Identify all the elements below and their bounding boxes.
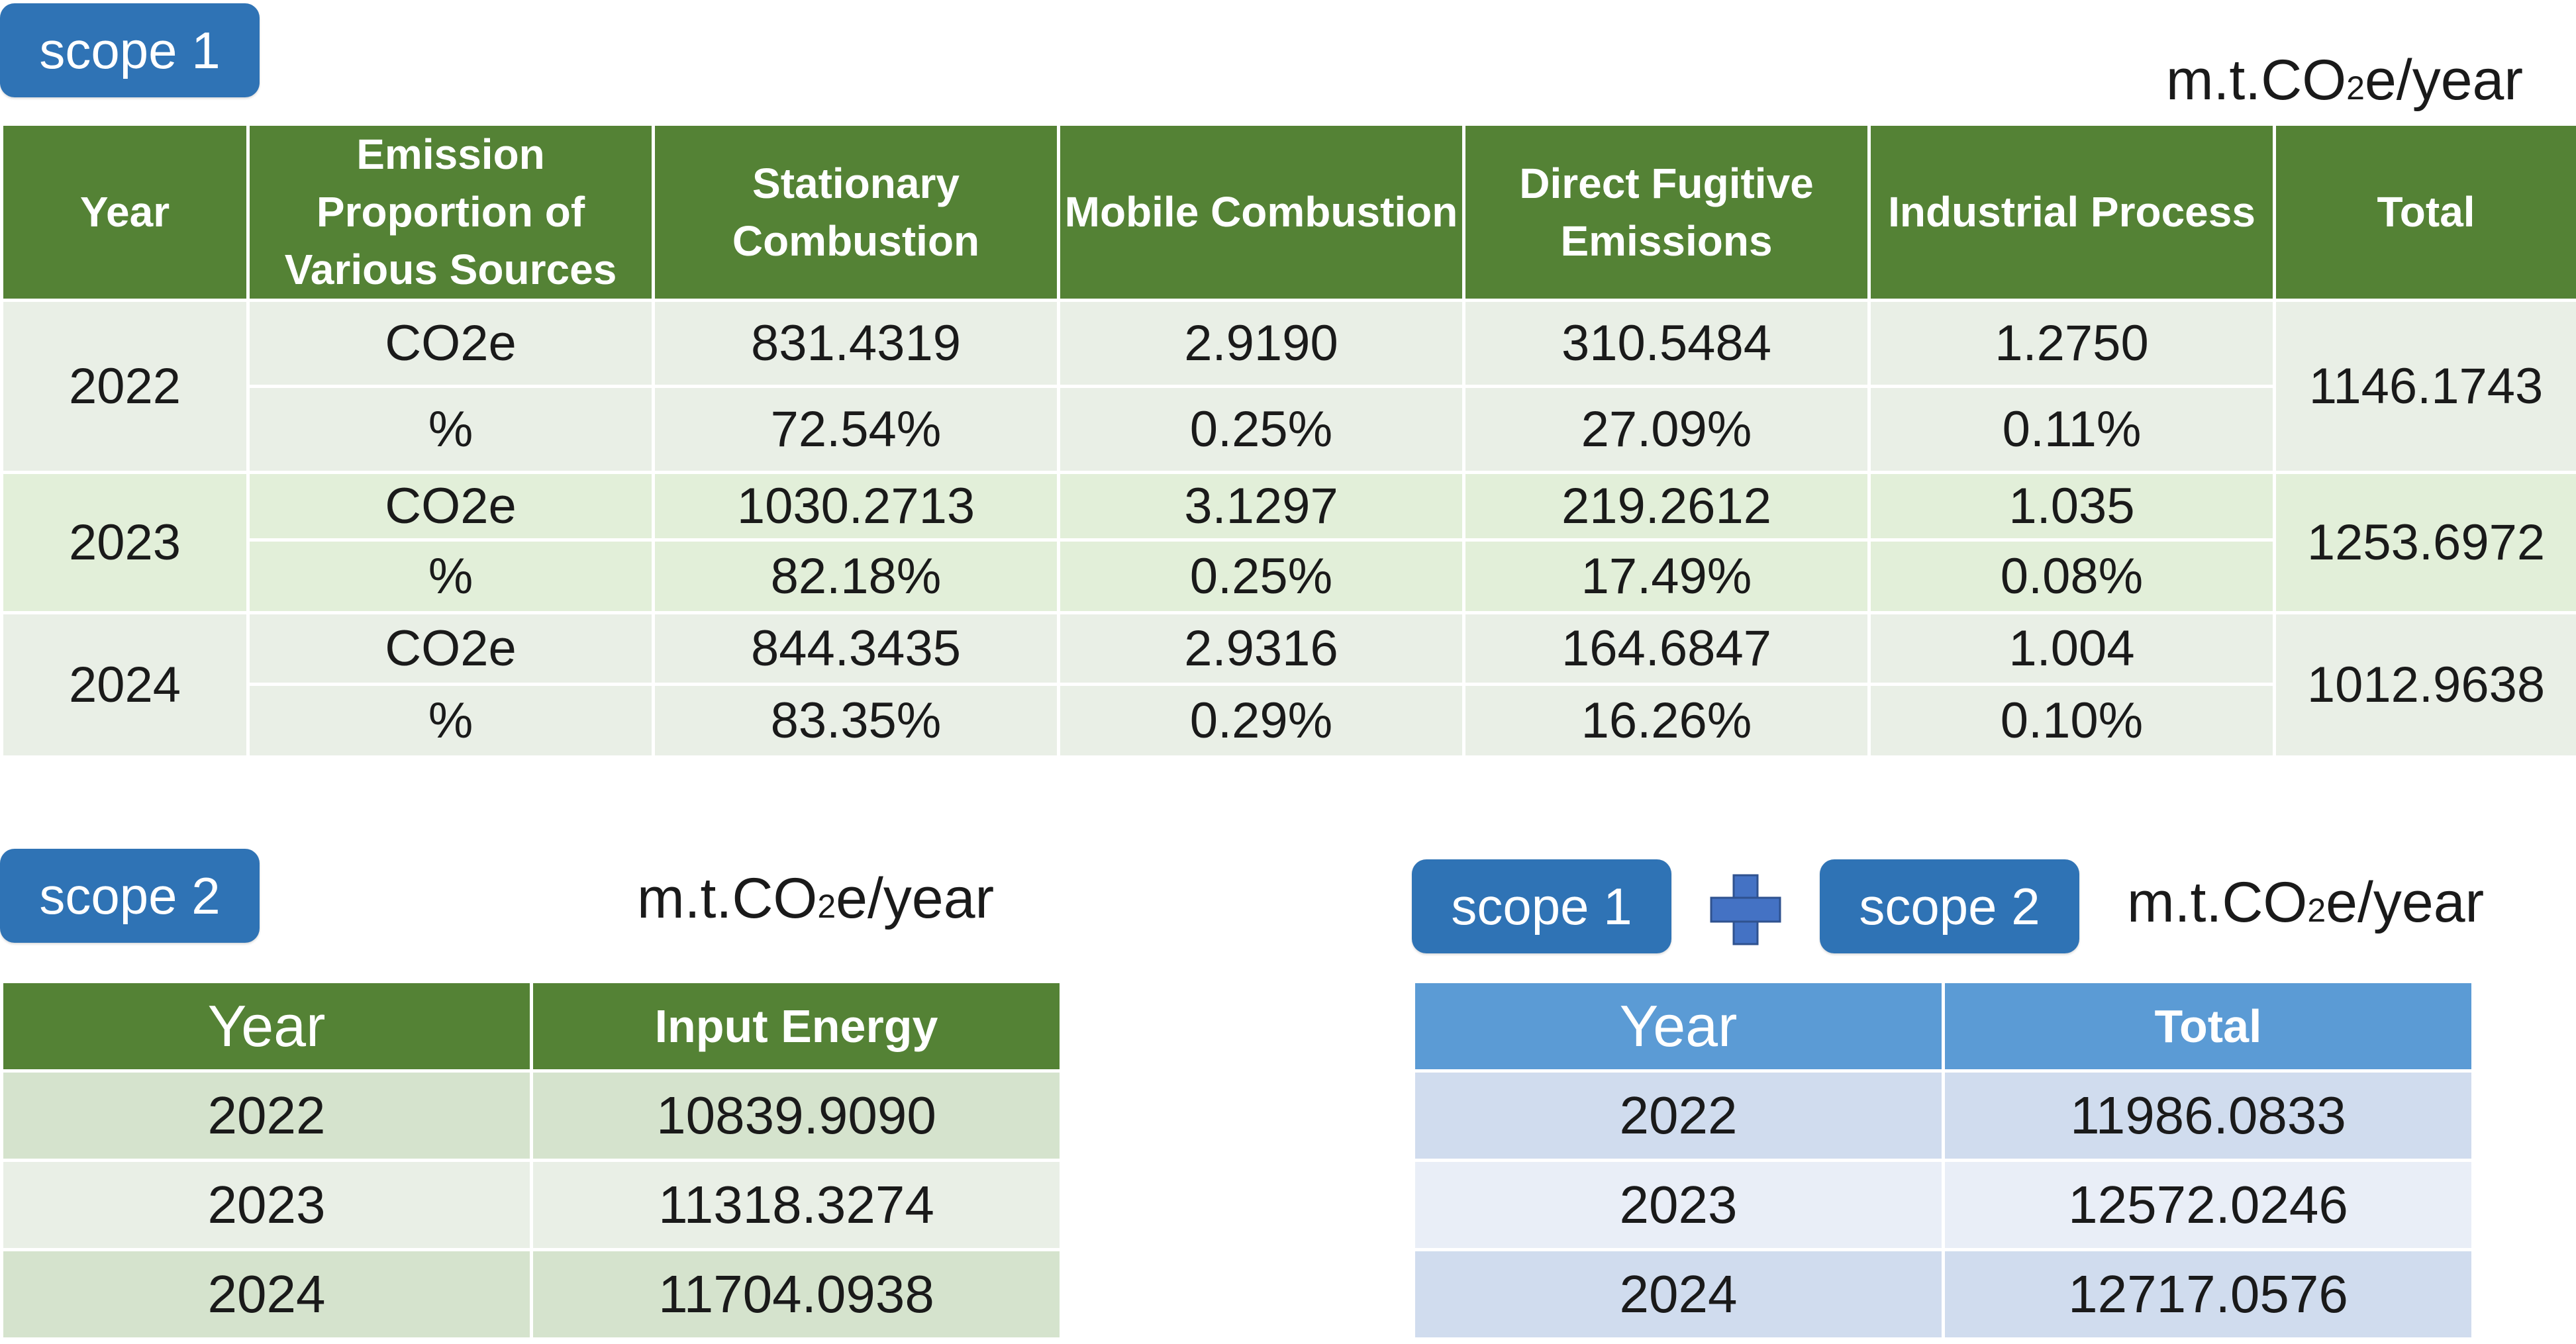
scope2-energy-table: Year Input Energy 2022 10839.9090 2023 1… xyxy=(0,980,1063,1341)
header-year: Year xyxy=(0,122,250,302)
total-cell: 1146.1743 xyxy=(2273,299,2576,474)
table-row: % 83.35% 0.29% 16.26% 0.10% xyxy=(2,683,2576,759)
table-row: 2022 10839.9090 xyxy=(0,1069,1063,1162)
table-row: 2023 12572.0246 xyxy=(1412,1159,2475,1251)
value-cell: 3.1297 xyxy=(1057,471,1465,542)
header-stationary-combustion: Stationary Combustion xyxy=(652,122,1060,302)
header-input-energy: Input Energy xyxy=(530,980,1063,1073)
value-cell: 72.54% xyxy=(652,385,1060,474)
table-row: % 82.18% 0.25% 17.49% 0.08% xyxy=(2,538,2576,614)
co2e-label: CO2e xyxy=(246,299,655,388)
table-row: 2022 11986.0833 xyxy=(1412,1069,2475,1162)
combined-total-table: Year Total 2022 11986.0833 2023 12572.02… xyxy=(1412,980,2475,1341)
value-cell: 0.10% xyxy=(1867,683,2276,759)
value-cell: 11704.0938 xyxy=(530,1248,1063,1341)
value-cell: 17.49% xyxy=(1462,538,1871,614)
unit-text-suffix: e/year xyxy=(2364,48,2523,112)
co2e-label: CO2e xyxy=(246,611,655,686)
value-cell: 0.08% xyxy=(1867,538,2276,614)
table-header-row: Year Emission Proportion of Various Sour… xyxy=(0,122,2576,302)
header-total: Total xyxy=(1942,980,2475,1073)
year-cell: 2022 xyxy=(0,299,250,474)
header-year: Year xyxy=(1412,980,1945,1073)
value-cell: 0.29% xyxy=(1057,683,1465,759)
value-cell: 164.6847 xyxy=(1462,611,1871,686)
value-cell: 219.2612 xyxy=(1462,471,1871,542)
table-header-row: Year Input Energy xyxy=(0,980,1063,1073)
value-cell: 82.18% xyxy=(652,538,1060,614)
value-cell: 11986.0833 xyxy=(1942,1069,2475,1162)
header-total: Total xyxy=(2273,122,2576,302)
value-cell: 1.004 xyxy=(1867,611,2276,686)
table-row: 2022 CO2e 831.4319 2.9190 310.5484 1.275… xyxy=(0,299,2576,474)
combined-scope1-badge: scope 1 xyxy=(1412,859,1671,953)
year-cell: 2024 xyxy=(0,1248,533,1341)
value-cell: 83.35% xyxy=(652,683,1060,759)
scope2-unit: m.t.CO2e/year xyxy=(637,866,994,932)
table-header-row: Year Total xyxy=(1412,980,2475,1073)
table-row: 2024 CO2e 844.3435 2.9316 164.6847 1.004… xyxy=(0,611,2576,759)
year-cell: 2024 xyxy=(1412,1248,1945,1341)
unit-text: m.t.CO xyxy=(2165,48,2347,112)
scope1-badge: scope 1 xyxy=(0,3,260,97)
header-mobile-combustion: Mobile Combustion xyxy=(1057,122,1465,302)
header-emission-proportion: Emission Proportion of Various Sources xyxy=(246,122,655,302)
value-cell: 27.09% xyxy=(1462,385,1871,474)
co2e-label: CO2e xyxy=(246,471,655,542)
percent-label: % xyxy=(246,385,655,474)
value-cell: 2.9316 xyxy=(1057,611,1465,686)
unit-text: m.t.CO xyxy=(637,867,818,930)
unit-subscript: 2 xyxy=(817,888,836,925)
year-cell: 2024 xyxy=(0,611,250,759)
year-cell: 2022 xyxy=(1412,1069,1945,1162)
value-cell: 12717.0576 xyxy=(1942,1248,2475,1341)
percent-label: % xyxy=(246,538,655,614)
value-cell: 11318.3274 xyxy=(530,1159,1063,1251)
unit-subscript: 2 xyxy=(2346,70,2365,107)
unit-subscript: 2 xyxy=(2307,892,2326,929)
scope1-emissions-table: Year Emission Proportion of Various Sour… xyxy=(0,122,2576,759)
combined-scope2-badge: scope 2 xyxy=(1820,859,2079,953)
unit-text-suffix: e/year xyxy=(2326,871,2485,934)
value-cell: 844.3435 xyxy=(652,611,1060,686)
year-cell: 2023 xyxy=(0,1159,533,1251)
year-cell: 2022 xyxy=(0,1069,533,1162)
value-cell: 16.26% xyxy=(1462,683,1871,759)
unit-text-suffix: e/year xyxy=(836,867,995,930)
table-row: % 72.54% 0.25% 27.09% 0.11% xyxy=(2,385,2576,474)
value-cell: 0.25% xyxy=(1057,538,1465,614)
value-cell: 310.5484 xyxy=(1462,299,1871,388)
combined-unit: m.t.CO2e/year xyxy=(2127,870,2484,936)
header-industrial-process: Industrial Process xyxy=(1867,122,2276,302)
value-cell: 1.2750 xyxy=(1867,299,2276,388)
year-cell: 2023 xyxy=(0,471,250,614)
value-cell: 1.035 xyxy=(1867,471,2276,542)
year-cell: 2023 xyxy=(1412,1159,1945,1251)
table-row: 2024 11704.0938 xyxy=(0,1248,1063,1341)
value-cell: 0.11% xyxy=(1867,385,2276,474)
total-cell: 1012.9638 xyxy=(2273,611,2576,759)
plus-icon xyxy=(1710,874,1781,945)
percent-label: % xyxy=(246,683,655,759)
header-direct-fugitive: Direct Fugitive Emissions xyxy=(1462,122,1871,302)
table-row: 2024 12717.0576 xyxy=(1412,1248,2475,1341)
value-cell: 831.4319 xyxy=(652,299,1060,388)
value-cell: 10839.9090 xyxy=(530,1069,1063,1162)
header-year: Year xyxy=(0,980,533,1073)
unit-text: m.t.CO xyxy=(2127,871,2308,934)
value-cell: 12572.0246 xyxy=(1942,1159,2475,1251)
total-cell: 1253.6972 xyxy=(2273,471,2576,614)
table-row: 2023 11318.3274 xyxy=(0,1159,1063,1251)
scope1-unit: m.t.CO2e/year xyxy=(2166,48,2523,113)
value-cell: 0.25% xyxy=(1057,385,1465,474)
scope2-badge: scope 2 xyxy=(0,849,260,943)
value-cell: 1030.2713 xyxy=(652,471,1060,542)
value-cell: 2.9190 xyxy=(1057,299,1465,388)
table-row: 2023 CO2e 1030.2713 3.1297 219.2612 1.03… xyxy=(0,471,2576,614)
